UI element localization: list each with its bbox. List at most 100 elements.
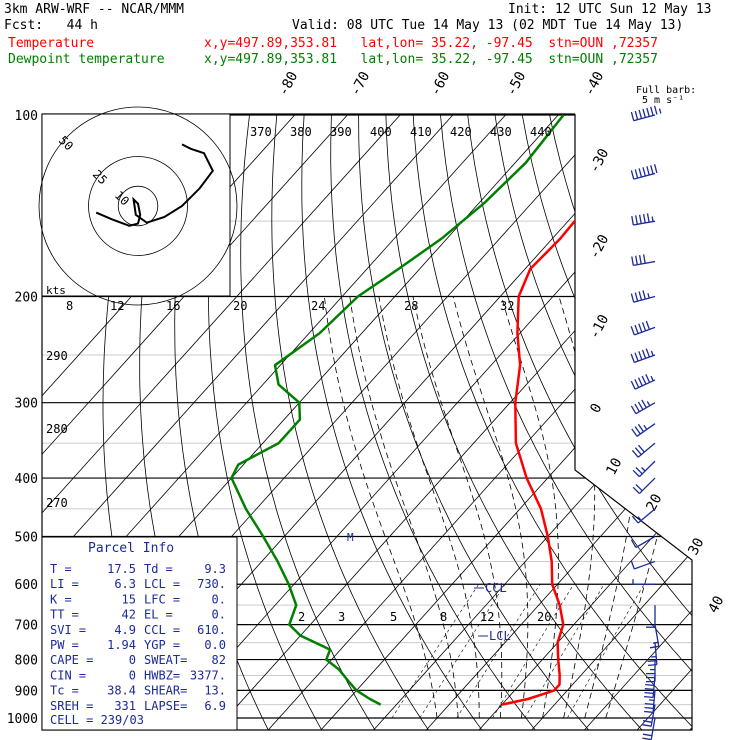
dry-adiabat bbox=[576, 114, 692, 730]
dry-adiabat bbox=[685, 114, 692, 730]
dry-adiabat bbox=[358, 114, 590, 730]
isotherm bbox=[319, 114, 692, 730]
parcel-value: 38.4 bbox=[107, 684, 136, 698]
pressure-label-500: 500 bbox=[15, 530, 38, 545]
parcel-row: SREH = 331 LAPSE= 6.9 bbox=[50, 699, 226, 713]
parcel-row: Tc = 38.4 SHEAR= 13. bbox=[50, 684, 226, 698]
wind-barb bbox=[631, 213, 656, 226]
forecast-hour: Fcst: 44 h bbox=[4, 18, 98, 33]
parcel-value: 15 bbox=[122, 592, 136, 606]
isotherm bbox=[267, 114, 692, 730]
parcel-label: SHEAR= bbox=[144, 684, 187, 698]
parcel-value: 6.9 bbox=[204, 699, 226, 713]
isotherm bbox=[372, 114, 692, 730]
moist-adiabat bbox=[324, 296, 438, 719]
parcel-label: LCL = bbox=[144, 577, 180, 591]
wind-barb bbox=[630, 105, 662, 122]
adiabat-label-290: 290 bbox=[46, 349, 68, 363]
barb-legend-line1: Full barb: bbox=[636, 85, 696, 96]
parcel-value: 610. bbox=[197, 623, 226, 637]
theta-label-440: 440 bbox=[530, 125, 552, 139]
wind-barb bbox=[630, 374, 656, 390]
dry-adiabat bbox=[631, 114, 692, 730]
model-title: 3km ARW-WRF -- NCAR/MMM bbox=[4, 2, 185, 17]
dry-adiabat bbox=[549, 114, 692, 730]
isotherm bbox=[42, 114, 454, 730]
pressure-label-1000: 1000 bbox=[7, 712, 38, 727]
wind-barb bbox=[646, 659, 656, 683]
parcel-row: PW = 1.94 YGP = 0.0 bbox=[50, 638, 226, 652]
wind-barb bbox=[642, 704, 656, 727]
pressure-label-700: 700 bbox=[15, 619, 38, 634]
dry-adiabat bbox=[521, 114, 692, 730]
wind-barb bbox=[644, 690, 656, 713]
dry-adiabat bbox=[603, 114, 692, 730]
moist-adiabat bbox=[584, 296, 639, 719]
parcel-value: 4.9 bbox=[114, 623, 136, 637]
wind-barb bbox=[630, 348, 656, 364]
wind-barb bbox=[630, 290, 656, 303]
moist-adiabat bbox=[558, 296, 596, 719]
speed-tick-20: 20 bbox=[233, 299, 247, 313]
pressure-label-200: 200 bbox=[15, 291, 38, 306]
moist-adiabat bbox=[452, 296, 529, 719]
parcel-cell: CELL = 239/03 bbox=[50, 713, 144, 727]
isotherm-label: -10 bbox=[586, 312, 612, 342]
speed-tick-12: 12 bbox=[110, 299, 124, 313]
wind-barb bbox=[646, 605, 656, 628]
temperature-legend: Temperature bbox=[8, 36, 95, 51]
isotherm bbox=[583, 114, 692, 730]
parcel-row: TT = 42 EL = 0. bbox=[50, 608, 226, 622]
dry-adiabat bbox=[467, 114, 692, 730]
parcel-label: LAPSE= bbox=[144, 699, 187, 713]
dry-adiabat bbox=[208, 114, 323, 730]
parcel-label: HWBZ= bbox=[144, 668, 180, 682]
parcel-label: T = bbox=[50, 562, 72, 576]
wind-barb bbox=[631, 442, 656, 458]
moist-adiabat bbox=[349, 296, 459, 719]
m-marker: M bbox=[347, 531, 354, 544]
parcel-row: SVI = 4.9 CCL = 610. bbox=[50, 623, 226, 637]
parcel-value: 331 bbox=[114, 699, 136, 713]
dry-adiabat bbox=[301, 114, 483, 730]
parcel-label: EL = bbox=[144, 608, 173, 622]
isotherm bbox=[636, 114, 692, 730]
wind-barb bbox=[649, 624, 660, 649]
parcel-label: TT = bbox=[50, 608, 79, 622]
hodograph-box bbox=[41, 113, 231, 297]
hodograph-ring bbox=[88, 156, 188, 256]
mixing-ratio-label-3: 3 bbox=[338, 610, 345, 624]
isotherm-label: -80 bbox=[275, 69, 301, 99]
moist-adiabat bbox=[412, 296, 503, 719]
temperature-station-info: x,y=497.89,353.81 lat,lon= 35.22, -97.45… bbox=[204, 36, 658, 51]
pressure-label-800: 800 bbox=[15, 654, 38, 669]
wind-barb bbox=[630, 320, 656, 336]
parcel-value: 0 bbox=[129, 668, 136, 682]
parcel-row: T = 17.5 Td = 9.3 bbox=[50, 562, 226, 576]
adiabat-label-280: 280 bbox=[46, 422, 68, 436]
parcel-value: 6.3 bbox=[114, 577, 136, 591]
parcel-label: LI = bbox=[50, 577, 79, 591]
speed-tick-8: 8 bbox=[66, 299, 73, 313]
mixing-ratio-line bbox=[524, 584, 605, 719]
parcel-row: K = 15 LFC = 0. bbox=[50, 592, 226, 606]
parcel-value: 1.94 bbox=[107, 638, 136, 652]
wind-barb bbox=[630, 535, 656, 549]
theta-label-400: 400 bbox=[370, 125, 392, 139]
dry-adiabat bbox=[330, 114, 537, 730]
dry-adiabat bbox=[494, 114, 692, 730]
parcel-label: Tc = bbox=[50, 684, 79, 698]
theta-label-430: 430 bbox=[490, 125, 512, 139]
isotherm bbox=[425, 114, 692, 730]
wind-barb bbox=[642, 717, 656, 740]
wind-barb bbox=[632, 579, 656, 585]
wind-barb bbox=[632, 477, 656, 495]
isotherm-label: -70 bbox=[347, 69, 373, 99]
wind-barb bbox=[631, 423, 656, 437]
dewpoint-station-info: x,y=497.89,353.81 lat,lon= 35.22, -97.45… bbox=[204, 52, 658, 67]
parcel-value: 82 bbox=[212, 653, 226, 667]
mixing-ratio-line bbox=[419, 584, 506, 719]
wind-barb bbox=[630, 560, 656, 570]
mixing-ratio-label-8: 8 bbox=[440, 610, 447, 624]
